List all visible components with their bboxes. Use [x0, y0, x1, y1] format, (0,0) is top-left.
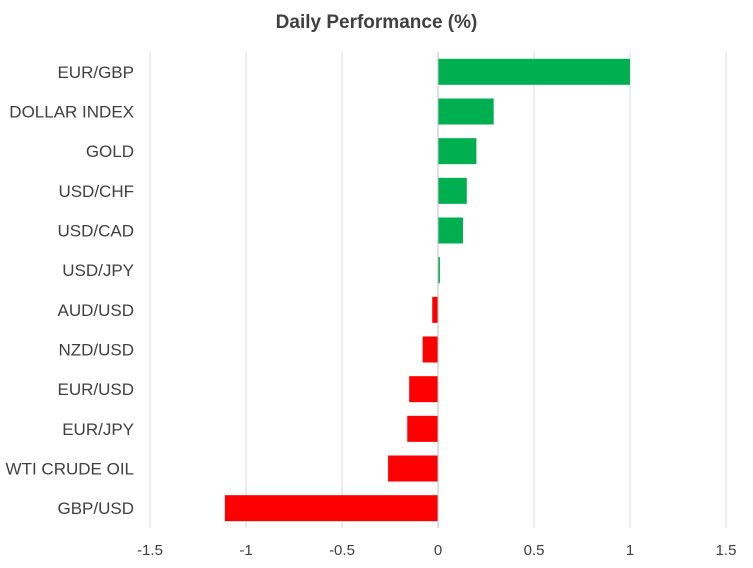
category-label: DOLLAR INDEX [9, 103, 134, 122]
bar-nzd-usd [422, 336, 438, 363]
category-label: USD/CAD [57, 222, 134, 241]
bar-eur-gbp [438, 58, 630, 85]
bar-gold [438, 138, 477, 165]
x-tick-label: -1 [239, 542, 252, 559]
category-labels: EUR/GBP DOLLAR INDEX GOLD USD/CHF USD/CAD USD… [6, 63, 134, 518]
bar-wti-crude-oil [388, 455, 438, 482]
x-tick-label: 1 [626, 542, 634, 559]
category-label: GOLD [86, 142, 134, 161]
category-label: WTI CRUDE OIL [6, 460, 134, 479]
x-tick-label: -1.5 [137, 542, 163, 559]
category-label: USD/CHF [58, 182, 134, 201]
x-tick-label: 0 [434, 542, 442, 559]
bar-eur-usd [409, 376, 438, 403]
x-tick-label: -0.5 [329, 542, 355, 559]
category-label: USD/JPY [62, 261, 134, 280]
category-label: AUD/USD [57, 301, 134, 320]
category-label: NZD/USD [58, 341, 134, 360]
bar-gbp-usd [224, 495, 438, 522]
bar-dollar-index [438, 98, 494, 125]
category-label: EUR/USD [57, 380, 134, 399]
category-label: GBP/USD [57, 499, 134, 518]
bar-usd-jpy [438, 257, 440, 284]
x-tick-label: 0.5 [524, 542, 545, 559]
chart-title: Daily Performance (%) [275, 12, 478, 33]
x-tick-label: 1.5 [716, 542, 737, 559]
bar-series [224, 58, 630, 522]
bar-usd-chf [438, 177, 467, 204]
category-label: EUR/GBP [57, 63, 134, 82]
bar-usd-cad [438, 217, 463, 244]
x-tick-labels: -1.5 -1 -0.5 0 0.5 1 1.5 [137, 542, 736, 559]
bar-aud-usd [432, 296, 438, 323]
category-label: EUR/JPY [62, 420, 134, 439]
bar-eur-jpy [407, 415, 438, 442]
grid-lines [149, 52, 727, 528]
